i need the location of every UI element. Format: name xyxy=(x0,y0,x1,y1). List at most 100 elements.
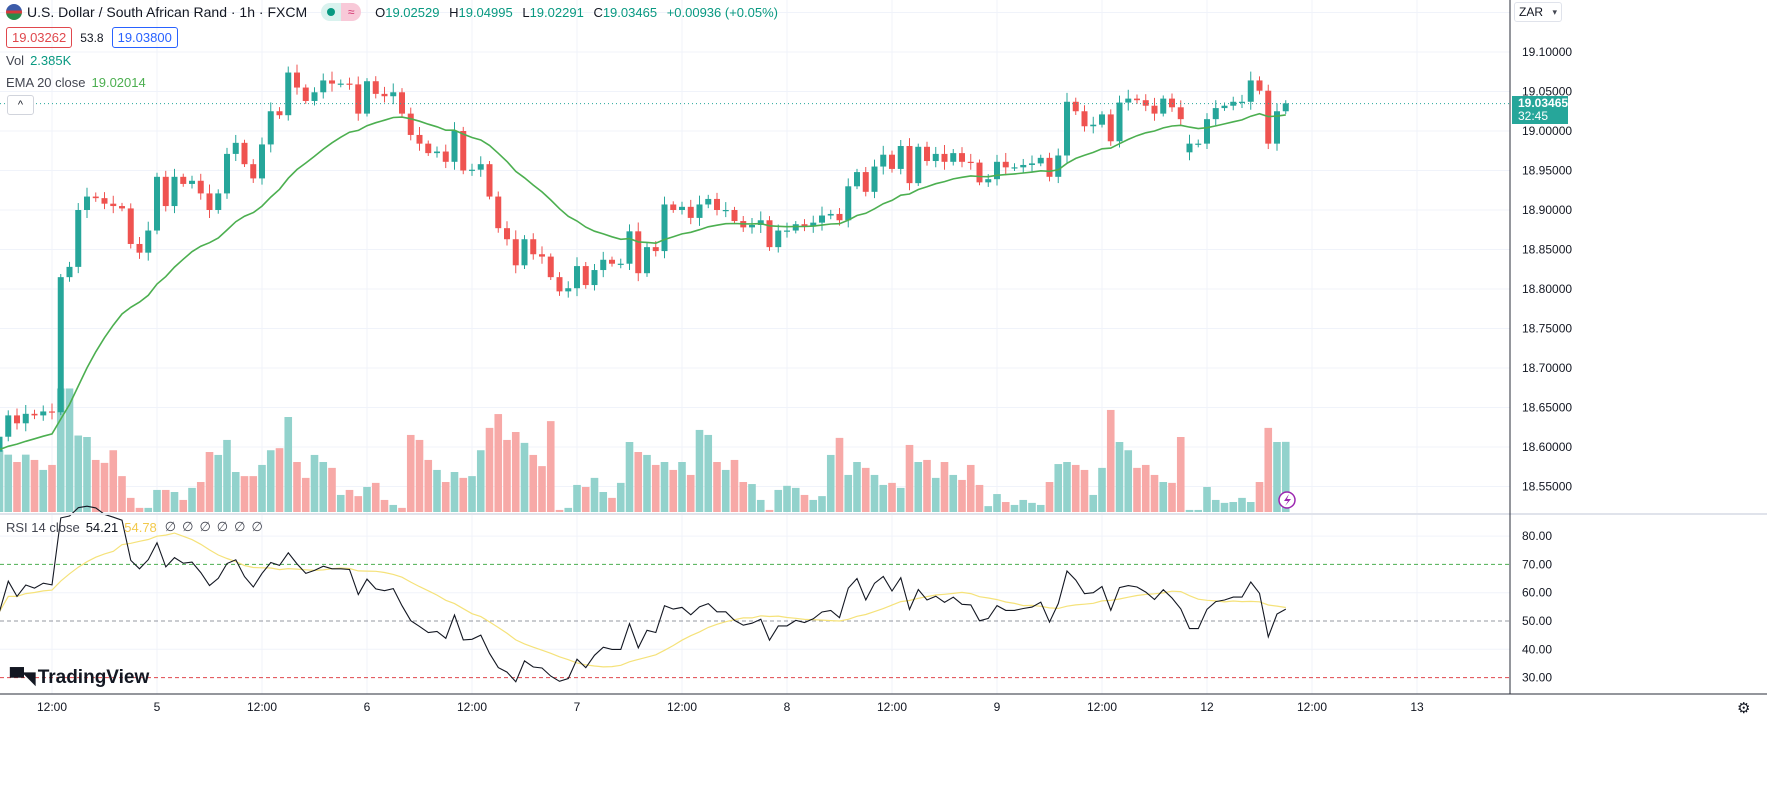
candle-body xyxy=(1142,100,1149,106)
volume-bar xyxy=(21,454,30,512)
volume-bar xyxy=(958,479,966,512)
candle-body xyxy=(92,196,99,199)
candle-body xyxy=(696,204,703,218)
candle-body xyxy=(775,230,782,248)
volume-bar xyxy=(1220,502,1229,512)
candle-body xyxy=(57,277,64,413)
tradingview-logo[interactable]: ▀◥ TradingView xyxy=(10,667,149,689)
candle-body xyxy=(84,196,90,210)
time-tick-label: 12:00 xyxy=(457,700,487,714)
volume-bar xyxy=(581,487,590,512)
candle-body xyxy=(241,142,248,165)
volume-bar xyxy=(704,434,713,512)
volume-bar xyxy=(126,497,135,512)
high-value: 19.04995 xyxy=(458,4,513,20)
time-tick-label: 12:00 xyxy=(1297,700,1327,714)
candle-body xyxy=(469,169,475,171)
time-tick-label: 6 xyxy=(364,700,371,714)
currency-select[interactable]: ZAR ▾ xyxy=(1514,2,1562,22)
candle-body xyxy=(127,208,134,244)
time-tick-label: 12 xyxy=(1200,700,1214,714)
price-tick-label: 18.85000 xyxy=(1522,243,1572,257)
lightning-icon[interactable] xyxy=(1278,491,1296,509)
candle-body xyxy=(722,210,729,212)
candle-body xyxy=(862,172,869,192)
candle-body xyxy=(40,411,47,416)
volume-bar xyxy=(345,489,354,512)
collapse-legend-button[interactable]: ^ xyxy=(7,95,34,115)
candle-body xyxy=(390,92,397,97)
volume-bar xyxy=(896,487,905,512)
price-tick-label: 18.75000 xyxy=(1522,322,1572,336)
candle-body xyxy=(845,186,852,221)
candle-body xyxy=(757,220,764,226)
market-status-badge[interactable] xyxy=(321,3,342,21)
candle-body xyxy=(302,87,309,101)
candle-body xyxy=(250,164,257,179)
volume-legend[interactable]: Vol 2.385K xyxy=(6,53,71,68)
volume-bar xyxy=(363,487,371,512)
time-axis[interactable]: 12:00 5 12:00 6 12:00 7 12:00 8 12:00 9 12:00 12 12:… xyxy=(37,700,1424,714)
price-tick-label: 19.10000 xyxy=(1522,45,1572,59)
volume-bar xyxy=(993,494,1001,512)
candle-body xyxy=(504,228,510,240)
candle-body xyxy=(547,256,554,278)
volume-bar xyxy=(1150,474,1159,512)
price-tick-label: 18.70000 xyxy=(1522,361,1572,375)
candle-body xyxy=(215,193,222,210)
rsi-ma-line xyxy=(0,532,1286,668)
volume-bar xyxy=(389,504,398,512)
rsi-empty-value: ∅ xyxy=(251,519,263,534)
volume-bar xyxy=(1080,469,1089,512)
settings-gear-icon[interactable]: ⚙ xyxy=(1737,700,1751,717)
time-tick-label: 7 xyxy=(574,700,581,714)
ema-line xyxy=(0,112,1286,451)
volume-bar xyxy=(660,462,669,512)
ema-legend[interactable]: EMA 20 close 19.02014 xyxy=(6,75,146,90)
volume-bar xyxy=(284,417,293,512)
candle-body xyxy=(372,81,379,94)
candlestick-series xyxy=(0,64,1289,452)
candle-body xyxy=(136,243,143,253)
candle-body xyxy=(880,154,887,167)
volume-label: Vol xyxy=(6,53,25,68)
candle-body xyxy=(652,247,659,252)
volume-bar xyxy=(231,472,240,512)
volume-bar xyxy=(1141,464,1150,512)
candle-body xyxy=(1160,98,1167,114)
buy-button[interactable]: 19.03800 xyxy=(111,27,178,48)
volume-bar xyxy=(765,509,774,512)
volume-bar xyxy=(1176,437,1185,512)
spread-value: 53.8 xyxy=(80,30,104,45)
rsi-level-lines xyxy=(0,563,1510,679)
candle-body xyxy=(154,176,160,231)
candle-body xyxy=(530,239,537,255)
price-tick-label: 18.95000 xyxy=(1522,164,1572,178)
volume-bar xyxy=(546,421,555,512)
volume-bar xyxy=(433,469,441,512)
candle-body xyxy=(477,164,484,170)
data-badge-icon[interactable]: ≈ xyxy=(341,3,362,21)
volume-bar xyxy=(91,459,100,512)
rsi-axis[interactable]: 80.00 70.00 60.00 50.00 40.00 30.00 xyxy=(1522,529,1552,685)
candle-body xyxy=(1099,114,1105,125)
volume-bar xyxy=(188,487,196,512)
symbol-legend[interactable]: U.S. Dollar / South African Rand · 1h · … xyxy=(6,3,784,21)
volume-bar xyxy=(494,414,503,512)
price-axis[interactable]: 19.10000 19.05000 19.00000 18.95000 18.90000… xyxy=(1522,45,1572,494)
volume-bar xyxy=(844,474,853,512)
time-tick-label: 5 xyxy=(154,700,161,714)
candle-body xyxy=(784,230,790,232)
symbol-title[interactable]: U.S. Dollar / South African Rand · 1h · … xyxy=(27,4,308,20)
rsi-empty-value: ∅ xyxy=(216,519,229,534)
candle-body xyxy=(381,93,388,97)
volume-bar xyxy=(1229,502,1238,512)
candle-body xyxy=(512,239,519,266)
candle-body xyxy=(591,270,598,286)
volume-bar xyxy=(1159,482,1168,512)
sell-button[interactable]: 19.03262 xyxy=(6,27,73,48)
brand-name: TradingView xyxy=(37,667,150,688)
rsi-legend[interactable]: RSI 14 close 54.21 54.78 ∅ ∅ ∅ ∅ ∅ ∅ xyxy=(6,519,269,535)
volume-bar xyxy=(153,489,161,512)
